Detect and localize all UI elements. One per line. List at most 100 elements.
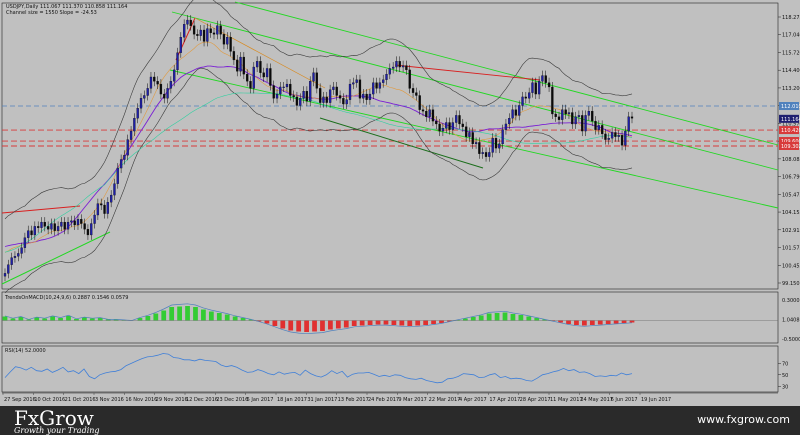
candle [584, 115, 587, 132]
candle [289, 83, 292, 96]
candle [43, 221, 46, 227]
candle [587, 110, 591, 116]
candle [17, 253, 20, 257]
candle [275, 93, 279, 99]
candle [511, 109, 514, 119]
candle [537, 81, 541, 95]
candle [292, 95, 295, 98]
candle [319, 88, 322, 103]
price-tick-label: 110.570 [782, 121, 800, 127]
candle [541, 75, 544, 82]
candle [358, 79, 362, 99]
candle [30, 230, 33, 236]
candle [302, 91, 305, 99]
candle [514, 109, 518, 116]
candle [212, 32, 216, 35]
candle [206, 28, 209, 42]
candle [186, 19, 189, 25]
candle [33, 226, 37, 236]
candle [23, 237, 27, 248]
candle [119, 159, 123, 169]
candle [40, 221, 43, 228]
price-tick-label: 118.275 [782, 15, 800, 21]
candle [10, 257, 13, 265]
date-tick-label: 22 Mar 2017 [429, 397, 461, 403]
candle [70, 220, 73, 223]
candle [504, 123, 508, 130]
candle [385, 73, 388, 80]
candle [37, 226, 40, 228]
date-tick-label: 19 Jun 2017 [641, 397, 671, 403]
candle [236, 59, 239, 72]
candle [484, 152, 488, 157]
brand-url[interactable]: www.fxgrow.com [697, 413, 790, 426]
price-tick-label: 99.150 [782, 281, 800, 287]
candle [431, 109, 435, 122]
price-tick-label: 101.575 [782, 246, 800, 252]
candle [46, 226, 50, 230]
channel-top-line [234, 1, 779, 146]
candle [295, 96, 299, 106]
candle [488, 152, 491, 157]
band-lower [4, 67, 633, 294]
date-tick-label: 16 Nov 2016 [125, 397, 157, 403]
candle [614, 132, 617, 137]
date-tick-label: 5 Jan 2017 [247, 397, 274, 403]
candle [464, 126, 468, 137]
candle [610, 132, 614, 139]
brand-logo: FxGrow [14, 406, 94, 430]
candle [3, 273, 7, 277]
candle [96, 203, 100, 216]
price-tag-label: 112.010 [781, 104, 800, 110]
candle [166, 88, 169, 99]
candle [179, 37, 182, 53]
candle [491, 138, 494, 153]
price-tick-label: 117.040 [782, 33, 800, 39]
candle [143, 95, 146, 99]
candle [76, 219, 80, 226]
candle [571, 112, 574, 125]
candle [551, 86, 554, 115]
channel-upper-line [171, 11, 779, 171]
candle [279, 86, 282, 95]
date-tick-label: 13 Feb 2017 [338, 397, 369, 403]
candle [153, 76, 156, 82]
candle [415, 92, 418, 96]
osc-tick-label: -0.5000 [782, 337, 800, 343]
candle [56, 226, 60, 231]
candle [126, 139, 129, 156]
date-tick-label: 24 Feb 2017 [368, 397, 399, 403]
candle [528, 92, 531, 99]
date-tick-label: 12 Dec 2016 [186, 397, 218, 403]
candle [398, 61, 401, 68]
rsi-label: RSI(14) 52.0000 [5, 348, 46, 354]
date-tick-label: 9 Mar 2017 [398, 397, 427, 403]
candle [163, 93, 166, 99]
candle [315, 72, 318, 89]
candle [418, 95, 421, 110]
candle [325, 96, 328, 103]
candle [265, 68, 269, 78]
price-tag [779, 126, 799, 135]
trend-green-dark-line [319, 117, 484, 169]
date-tick-label: 31 Jan 2017 [307, 397, 337, 403]
symbol-header: USDJPY,Daily 111.067 111.370 110.858 111… [6, 4, 127, 10]
candle [7, 264, 10, 274]
candle [498, 143, 501, 149]
price-tick-label: 104.153 [782, 210, 800, 216]
price-tick-label: 100.455 [782, 263, 800, 269]
brand-tagline: Growth your Trading [14, 426, 100, 435]
candle [395, 61, 398, 68]
candle [262, 72, 265, 78]
candle [561, 109, 564, 120]
candle [577, 115, 581, 117]
candle [249, 81, 252, 89]
candle [139, 98, 143, 109]
candle [156, 81, 159, 85]
candle [53, 223, 56, 231]
candle [455, 115, 458, 123]
candle [445, 122, 448, 129]
candle [601, 125, 604, 135]
candle [312, 72, 315, 82]
